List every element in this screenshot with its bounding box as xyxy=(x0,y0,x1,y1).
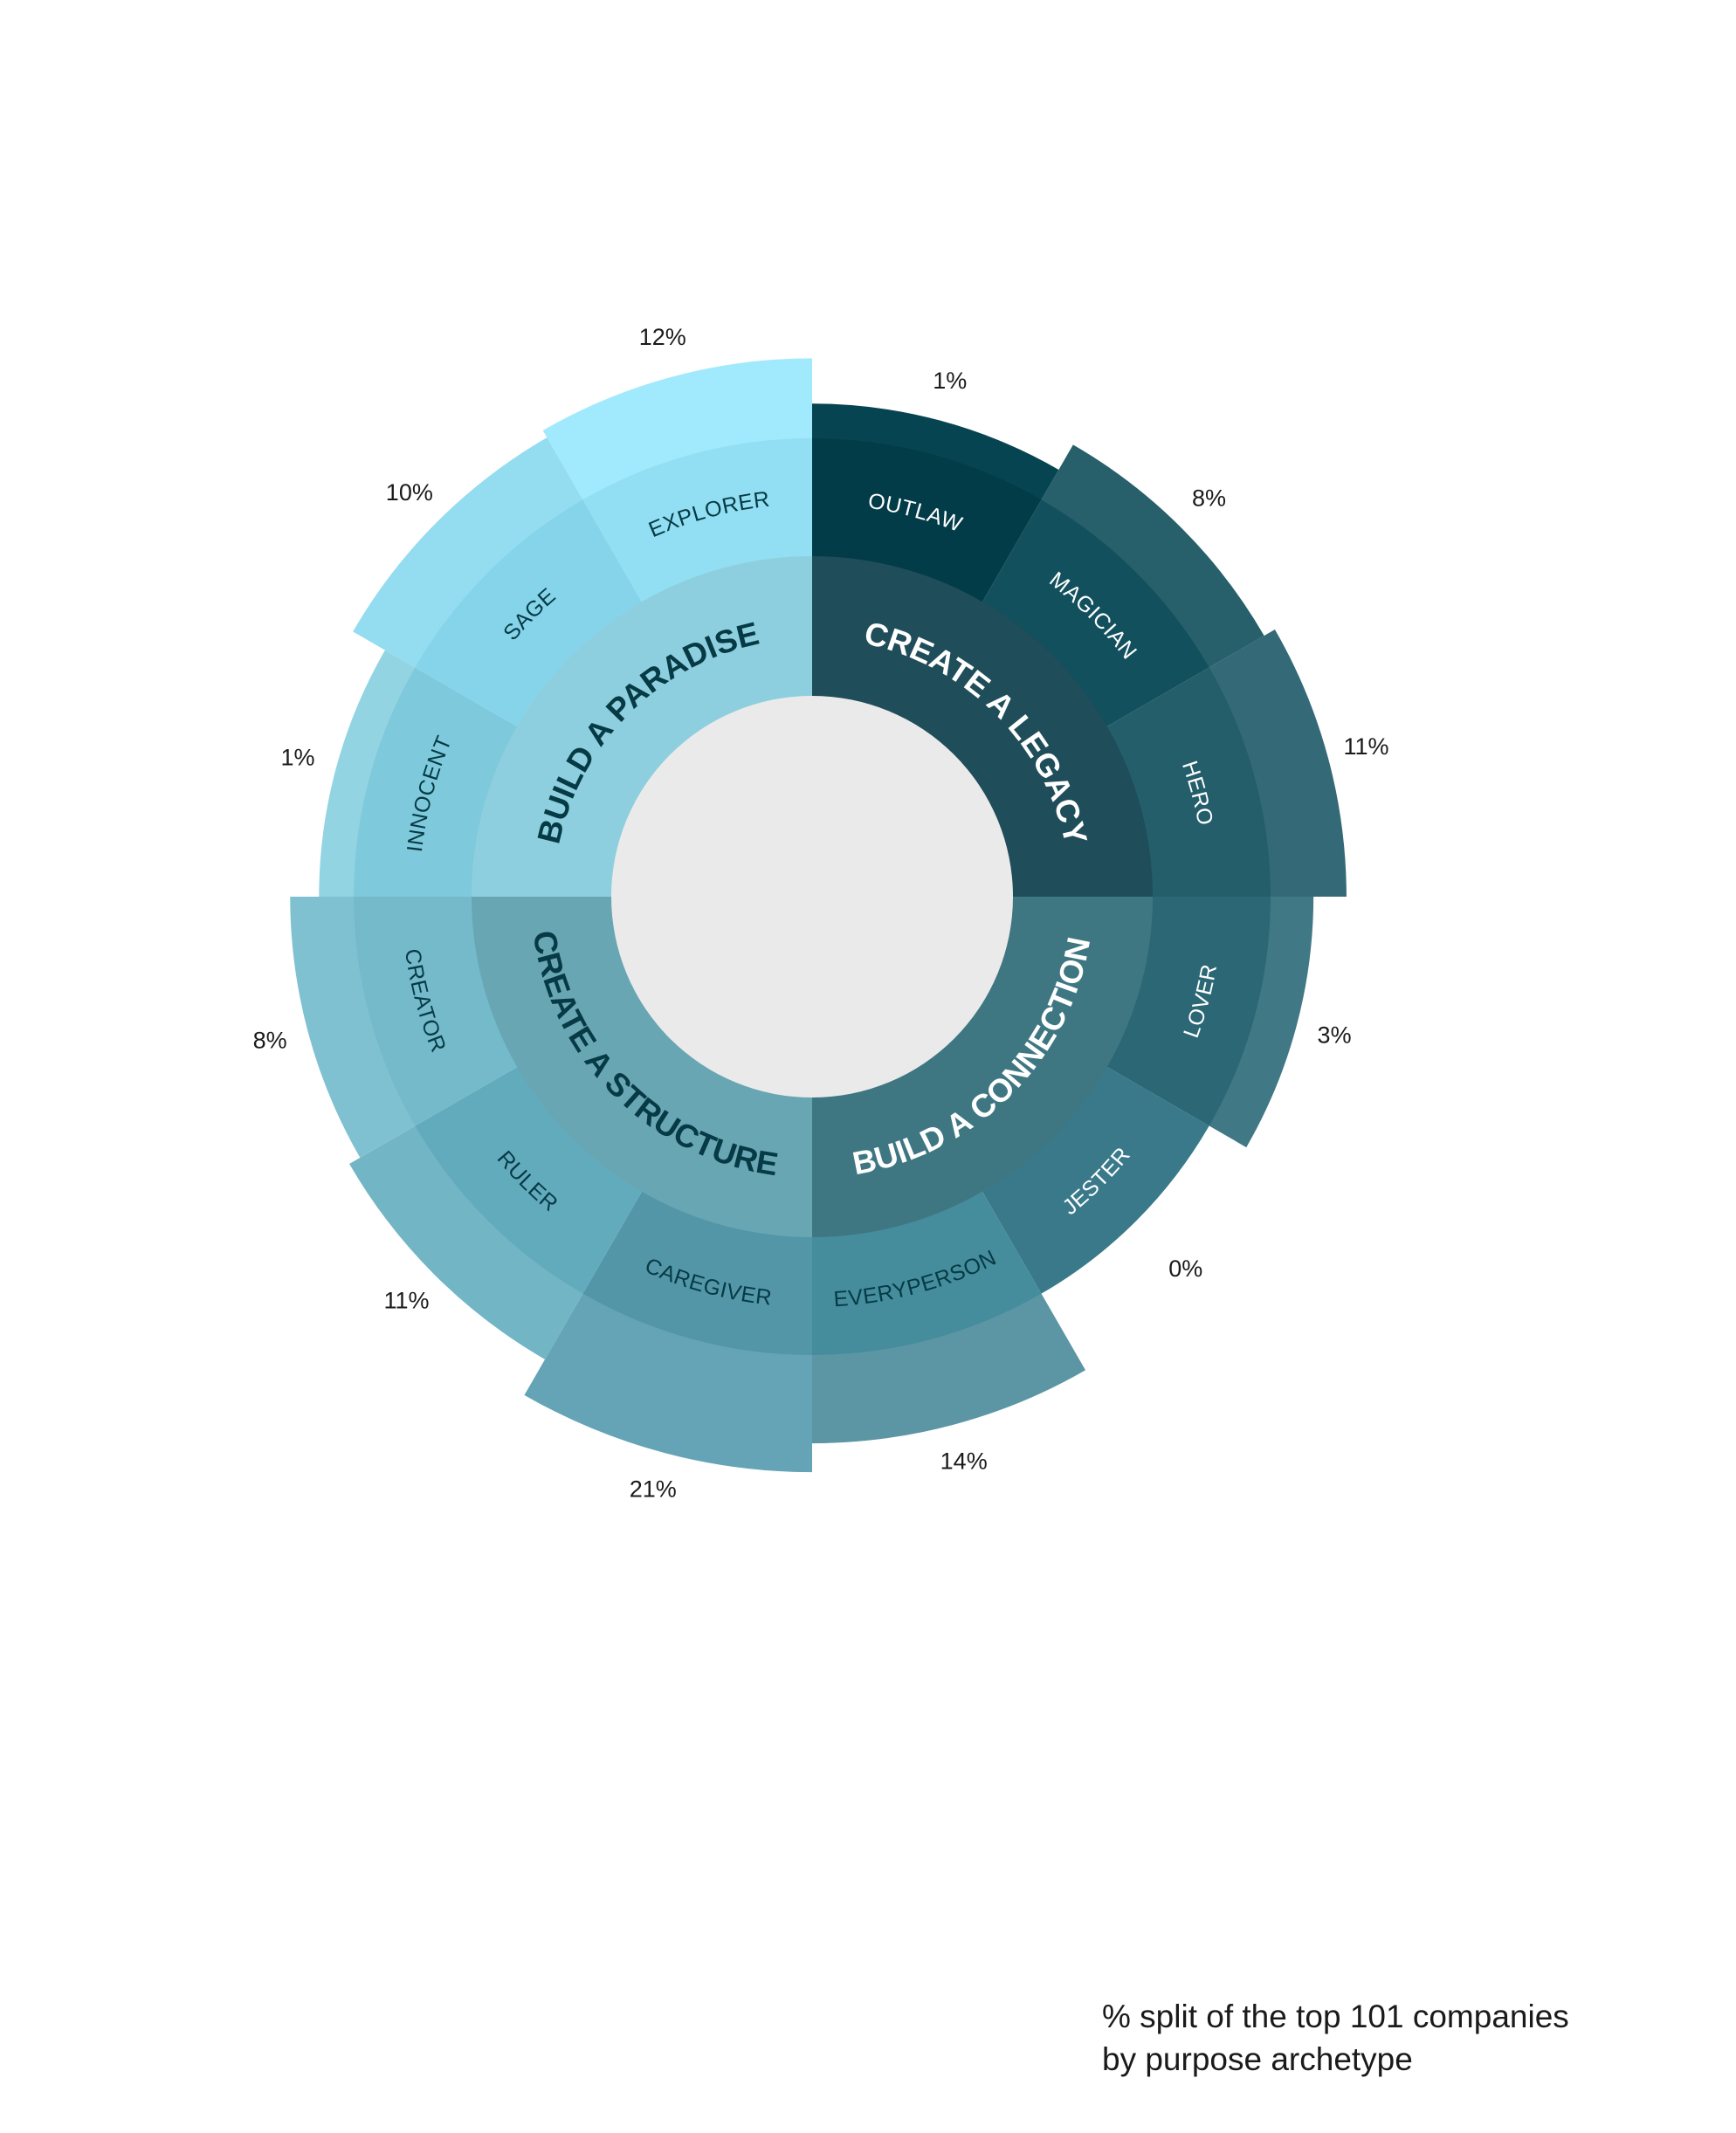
value-label-hero: 11% xyxy=(1344,733,1389,760)
group-sector-create-a-legacy xyxy=(812,556,1153,897)
petal-hero xyxy=(1207,630,1347,897)
petal-ruler xyxy=(349,1125,584,1359)
group-sector-build-a-paradise xyxy=(472,556,812,897)
band-sage xyxy=(415,499,643,727)
value-label-magician: 8% xyxy=(1192,485,1226,512)
band-jester xyxy=(982,1066,1209,1294)
band-ruler xyxy=(415,1066,643,1294)
value-label-ruler: 11% xyxy=(383,1288,429,1314)
value-label-outlaw: 1% xyxy=(933,368,967,394)
value-label-caregiver: 21% xyxy=(630,1476,677,1502)
chart-caption: % split of the top 101 companies by purp… xyxy=(1102,1995,1569,2081)
petal-innocent xyxy=(319,650,417,897)
archetype-petals-layer xyxy=(290,358,1347,1473)
value-label-explorer: 12% xyxy=(639,324,686,350)
center-disc xyxy=(611,696,1013,1097)
petal-magician xyxy=(1040,444,1264,669)
value-label-sage: 10% xyxy=(386,479,433,506)
petal-explorer xyxy=(542,358,812,502)
caption-line-1: % split of the top 101 companies xyxy=(1102,1999,1569,2034)
petal-lover xyxy=(1207,897,1314,1148)
caption-line-2: by purpose archetype xyxy=(1102,2041,1413,2077)
petal-caregiver xyxy=(524,1291,812,1473)
value-label-creator: 8% xyxy=(253,1027,287,1053)
petal-everyperson xyxy=(812,1291,1086,1444)
band-magician xyxy=(982,499,1209,727)
group-sector-build-a-connection xyxy=(812,897,1153,1237)
petal-sage xyxy=(353,437,584,669)
petal-outlaw xyxy=(812,403,1059,502)
value-label-jester: 0% xyxy=(1168,1256,1202,1282)
value-label-everyperson: 14% xyxy=(940,1448,988,1474)
petal-creator xyxy=(290,897,417,1158)
group-ring xyxy=(472,556,1153,1237)
value-label-lover: 3% xyxy=(1318,1022,1352,1048)
petal-jester xyxy=(1040,1125,1236,1320)
value-label-innocent: 1% xyxy=(281,744,315,770)
group-sector-create-a-structure xyxy=(472,897,812,1237)
